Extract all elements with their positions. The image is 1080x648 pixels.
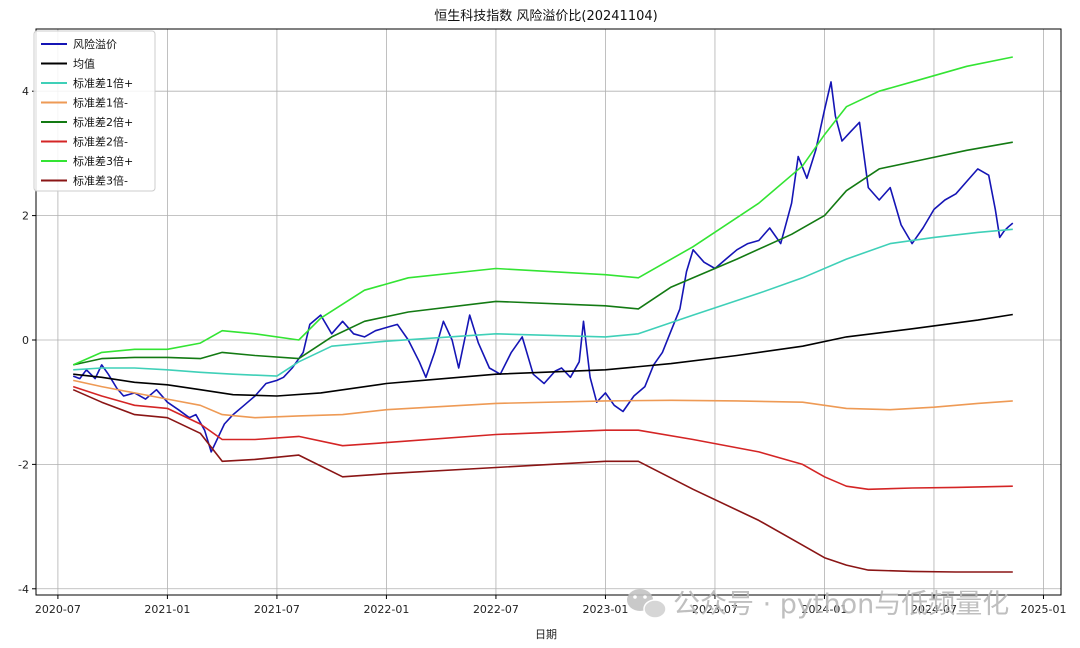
x-tick-label: 2021-07 [254,603,300,616]
x-tick-label: 2024-01 [801,603,847,616]
wechat-icon [627,589,667,619]
legend-label: 标准差1倍- [73,96,128,110]
series-line-0 [72,81,1014,453]
x-tick-label: 2025-01 [1020,603,1066,616]
chart-title: 恒生科技指数 风险溢价比(20241104) [434,9,657,24]
x-axis-label: 日期 [535,628,557,641]
y-tick-label: -2 [18,458,29,471]
y-tick-label: 2 [22,210,29,223]
series-line-2 [73,228,1013,377]
legend-label: 标准差1倍+ [73,76,133,90]
legend-label: 标准差2倍- [73,135,128,149]
y-axis: -4 -2 0 2 4 [18,85,36,596]
grid [36,29,1061,595]
x-tick-label: 2023-07 [692,603,738,616]
y-tick-label: 0 [22,334,29,347]
x-tick-label: 2024-07 [911,603,957,616]
series-layer [72,56,1014,573]
series-line-5 [72,385,1013,491]
series-line-1 [73,313,1013,397]
y-tick-label: -4 [18,583,29,596]
x-tick-label: 2022-01 [363,603,409,616]
x-tick-label: 2021-01 [144,603,190,616]
series-line-3 [73,379,1013,419]
legend-label: 标准差3倍+ [73,154,133,168]
watermark-text: 公众号 · python与低频量化 [673,589,1009,620]
y-tick-label: 4 [22,85,29,98]
series-line-7 [72,388,1013,573]
series-line-4 [73,141,1013,366]
legend-label: 标准差3倍- [73,174,128,188]
watermark: 公众号 · python与低频量化 [627,589,1009,620]
series-line-6 [72,56,1013,366]
x-tick-label: 2020-07 [35,603,81,616]
x-axis: 2020-07 2021-01 2021-07 2022-01 2022-07 2023-… [35,595,1066,616]
x-tick-label: 2023-01 [582,603,628,616]
legend-label: 风险溢价 [73,37,117,51]
legend-label: 均值 [73,58,95,71]
x-tick-label: 2022-07 [473,603,519,616]
legend-label: 标准差2倍+ [73,115,133,129]
plot-frame [35,28,1062,596]
legend-box [33,30,156,192]
